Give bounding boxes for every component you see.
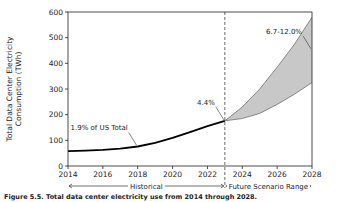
y-tick [65, 63, 68, 64]
x-tick-label: 2022 [198, 170, 217, 179]
x-tick [102, 166, 103, 169]
y-tick [65, 37, 68, 38]
range-label-bg [227, 182, 310, 190]
x-tick-label: 2028 [302, 170, 321, 179]
x-tick [137, 166, 138, 169]
scenario-divider [224, 12, 225, 188]
range-edge [225, 17, 312, 121]
x-tick-label: 2014 [58, 170, 77, 179]
plot-frame [68, 12, 312, 166]
range-label: Historical [130, 183, 163, 191]
y-tick-label: 300 [49, 85, 64, 94]
x-tick-label: 2018 [128, 170, 147, 179]
annotation: 4.4% [197, 99, 215, 107]
range-label-bg [128, 182, 165, 190]
annotation: 6.7-12.0% [266, 28, 302, 36]
y-tick-label: 200 [49, 110, 64, 119]
x-tick [172, 166, 173, 169]
y-axis-label-line: Consumption (TWh) [14, 52, 23, 127]
y-axis-label: Total Data Center ElectricityConsumption… [5, 36, 23, 143]
x-tick [207, 166, 208, 169]
x-tick-label: 2020 [163, 170, 182, 179]
y-tick [65, 166, 68, 167]
y-axis-label-line: Total Data Center Electricity [5, 36, 14, 143]
x-tick [312, 166, 313, 169]
x-tick [277, 166, 278, 169]
y-tick-label: 100 [49, 136, 64, 145]
x-tick [242, 166, 243, 169]
caption: Figure 5.5. Total data center electricit… [4, 193, 257, 201]
x-tick [68, 166, 69, 169]
y-tick [65, 140, 68, 141]
range-label: Future Scenario Range [229, 183, 308, 191]
annotation: 1.9% of US Total [71, 124, 128, 132]
range-edge [225, 83, 312, 121]
range-area [225, 17, 312, 121]
historical-line [68, 121, 225, 151]
x-tick-label: 2016 [93, 170, 112, 179]
y-tick [65, 12, 68, 13]
y-tick-label: 400 [49, 59, 64, 68]
chart-container: 0100200300400500600201420162018202020222… [0, 0, 358, 202]
x-tick-label: 2024 [233, 170, 252, 179]
y-tick-label: 500 [49, 33, 64, 42]
chart-svg: 0100200300400500600201420162018202020222… [0, 0, 358, 202]
annotation-leader [216, 107, 224, 120]
data-group [68, 17, 312, 151]
x-tick-label: 2026 [268, 170, 287, 179]
y-tick-label: 600 [49, 8, 64, 17]
y-tick [65, 89, 68, 90]
y-tick [65, 114, 68, 115]
annotation-leader [303, 36, 311, 49]
annotation-leader [129, 132, 137, 145]
